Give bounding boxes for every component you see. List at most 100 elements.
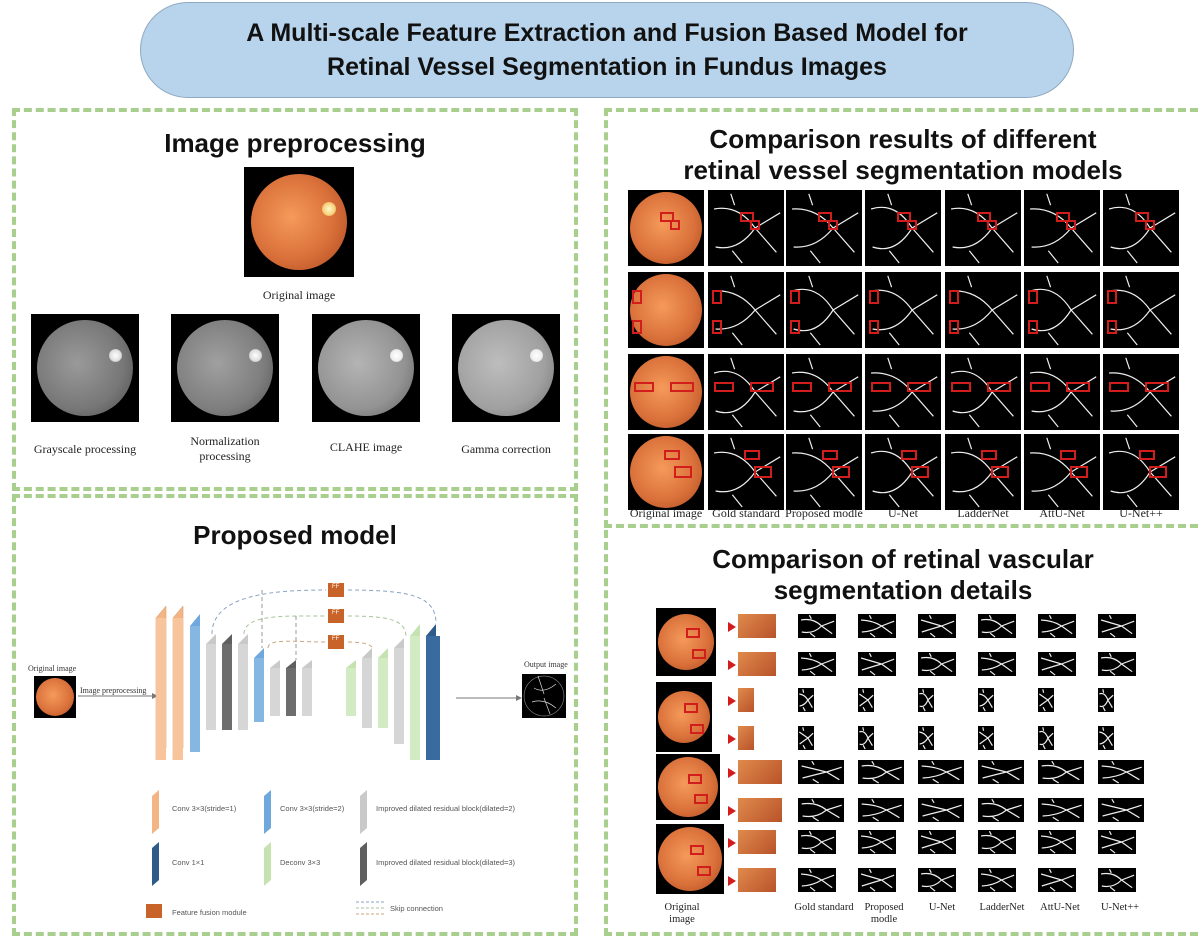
highlight-box-r1-c6-2	[1066, 220, 1076, 230]
model-output-label: Output image	[524, 660, 568, 669]
normalization-image	[171, 314, 279, 422]
network-diagram	[78, 583, 565, 918]
comparison-cell-r3-c6	[1024, 354, 1100, 430]
comparison-cell-r1-c4	[865, 190, 941, 266]
details-panel: Comparison of retinal vascular segmentat…	[604, 530, 1198, 936]
highlight-box-r4-c2-2	[754, 466, 772, 478]
highlight-box-r3-c6-1	[1030, 382, 1050, 392]
highlight-box-r1-c4-1	[897, 212, 911, 222]
details-arrow-r3-1	[728, 768, 736, 778]
legend-conv1x1: Conv 1×1	[172, 858, 205, 867]
grayscale-caption: Grayscale processing	[33, 442, 137, 456]
highlight-box-r1-c1-2	[670, 220, 680, 230]
details-seg-r1-1-c1	[798, 614, 836, 638]
details-crop-r2-1	[738, 688, 754, 712]
details-crop-r1-1	[738, 614, 776, 638]
details-original-r4	[656, 824, 724, 894]
highlight-box-r1-c7-2	[1145, 220, 1155, 230]
comparison-cell-r2-c1	[628, 272, 704, 348]
highlight-box-r2-c5-1	[949, 290, 959, 304]
comparison-cell-r4-c3	[786, 434, 862, 510]
details-arrow-r1-1	[728, 622, 736, 632]
skip-connections	[211, 589, 437, 660]
preprocessing-panel: Image preprocessing Original image Grays…	[12, 108, 578, 491]
details-seg-r4-2-c6	[1098, 868, 1136, 892]
highlight-box-r2-c3-1	[790, 290, 800, 304]
details-seg-r4-2-c4	[978, 868, 1016, 892]
details-seg-r2-2-c2	[858, 726, 874, 750]
details-original-r2	[656, 682, 712, 752]
details-seg-r1-1-c3	[918, 614, 956, 638]
output-vessel-sketch	[523, 675, 565, 717]
details-crop-r2-2	[738, 726, 754, 750]
details-seg-r2-2-c6	[1098, 726, 1114, 750]
model-input-image	[34, 676, 76, 718]
highlight-box-r1-c5-2	[987, 220, 997, 230]
details-seg-r4-1-c5	[1038, 830, 1076, 854]
highlight-box-r2-c6-1	[1028, 290, 1038, 304]
highlight-box-r4-c5-1	[981, 450, 997, 460]
highlight-box-r2-c2-1	[712, 290, 722, 304]
highlight-box-r4-c3-1	[822, 450, 838, 460]
details-heading: Comparison of retinal vascular segmentat…	[608, 544, 1198, 606]
gamma-image	[452, 314, 560, 422]
details-seg-r1-1-c5	[1038, 614, 1076, 638]
details-seg-r4-1-c6	[1098, 830, 1136, 854]
ff-label-1: FF	[332, 584, 340, 590]
comparison-cell-r2-c5	[945, 272, 1021, 348]
details-seg-r2-2-c3	[918, 726, 934, 750]
details-seg-r4-1-c1	[798, 830, 836, 854]
details-highlight-r4-2	[696, 866, 711, 876]
details-heading-line-2: segmentation details	[773, 575, 1033, 605]
details-crop-r3-2	[738, 798, 782, 822]
highlight-box-r2-c3-2	[790, 320, 800, 334]
highlight-box-r2-c1-1	[632, 290, 642, 304]
comparison-label-7: U-Net++	[1119, 506, 1163, 520]
highlight-box-r1-c3-1	[818, 212, 832, 222]
legend-skip: Skip connection	[390, 904, 443, 913]
details-seg-r4-1-c4	[978, 830, 1016, 854]
highlight-box-r3-c6-2	[1066, 382, 1090, 392]
comparison-cell-r2-c7	[1103, 272, 1179, 348]
details-seg-r4-1-c2	[858, 830, 896, 854]
highlight-box-r4-c4-2	[911, 466, 929, 478]
details-seg-r1-2-c3	[918, 652, 956, 676]
comparison-panel: Comparison results of different retinal …	[604, 108, 1198, 528]
highlight-box-r2-c7-1	[1107, 290, 1117, 304]
ff-label-2: FF	[332, 610, 340, 616]
details-seg-r2-1-c5	[1038, 688, 1054, 712]
comparison-heading-line-2: retinal vessel segmentation models	[683, 155, 1123, 185]
normalization-caption: Normalization processing	[190, 434, 260, 463]
details-arrow-r4-1	[728, 838, 736, 848]
details-seg-r2-1-c6	[1098, 688, 1114, 712]
clahe-caption: CLAHE image	[329, 440, 403, 454]
details-seg-r3-1-c1	[798, 760, 844, 784]
details-seg-r3-1-c5	[1038, 760, 1084, 784]
details-original-r3	[656, 754, 720, 820]
details-label-2: Gold standard	[794, 902, 854, 913]
model-input-label: Original image	[28, 664, 77, 673]
comparison-cell-r3-c1	[628, 354, 704, 430]
highlight-box-r1-c1-1	[660, 212, 674, 222]
comparison-cell-r1-c6	[1024, 190, 1100, 266]
details-seg-r3-2-c6	[1098, 798, 1144, 822]
details-seg-r1-1-c6	[1098, 614, 1136, 638]
details-seg-r1-2-c5	[1038, 652, 1076, 676]
details-seg-r3-2-c1	[798, 798, 844, 822]
highlight-box-r2-c7-2	[1107, 320, 1117, 334]
details-crop-r1-2	[738, 652, 776, 676]
highlight-box-r4-c4-1	[901, 450, 917, 460]
details-arrow-r2-1	[728, 696, 736, 706]
details-label-4: U-Net	[928, 902, 956, 913]
details-arrow-r1-2	[728, 660, 736, 670]
details-seg-r3-2-c3	[918, 798, 964, 822]
details-seg-r3-1-c6	[1098, 760, 1144, 784]
highlight-box-r3-c2-1	[714, 382, 734, 392]
details-seg-r3-2-c4	[978, 798, 1024, 822]
comparison-cell-r2-c2	[708, 272, 784, 348]
highlight-box-r2-c1-2	[632, 320, 642, 334]
highlight-box-r2-c4-1	[869, 290, 879, 304]
highlight-box-r2-c2-2	[712, 320, 722, 334]
preprocessing-arrow-label: Image preprocessing	[80, 686, 147, 695]
details-arrow-r2-2	[728, 734, 736, 744]
